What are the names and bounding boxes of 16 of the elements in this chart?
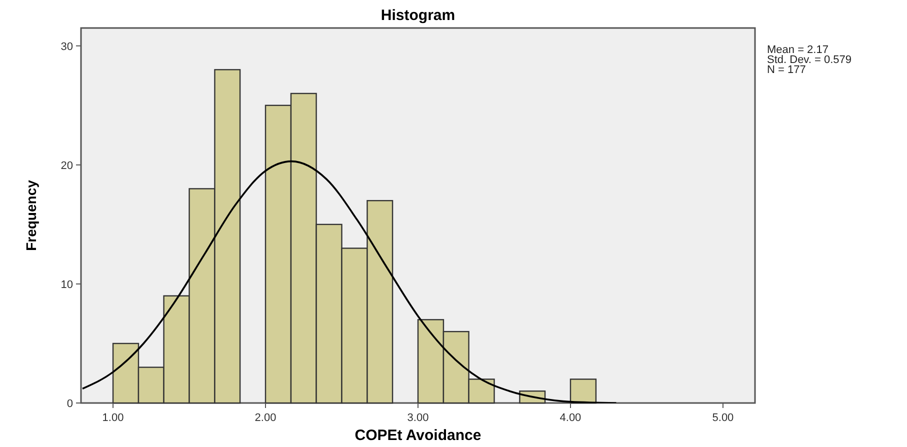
y-tick-label: 20 bbox=[60, 160, 73, 172]
text: Std. Dev. = 0.579 bbox=[767, 54, 852, 66]
y-tick-label: 10 bbox=[60, 278, 73, 291]
x-tick-label: 2.00 bbox=[254, 412, 276, 424]
y-tick-label: 0 bbox=[66, 398, 73, 410]
x-axis-title: COPEt Avoidance bbox=[354, 427, 482, 444]
x-tick-label: 4.00 bbox=[560, 412, 582, 424]
x-tick-label: 3.00 bbox=[407, 412, 429, 424]
chart-title: Histogram bbox=[380, 7, 456, 24]
x-tick-label: 5.00 bbox=[712, 412, 734, 424]
y-axis-title: Frequency bbox=[23, 180, 39, 251]
y-tick-label: 30 bbox=[60, 40, 73, 53]
x-tick-label: 1.00 bbox=[102, 412, 124, 424]
text: N = 177 bbox=[767, 64, 806, 76]
line-series bbox=[82, 160, 618, 403]
text: Mean = 2.17 bbox=[767, 44, 828, 56]
